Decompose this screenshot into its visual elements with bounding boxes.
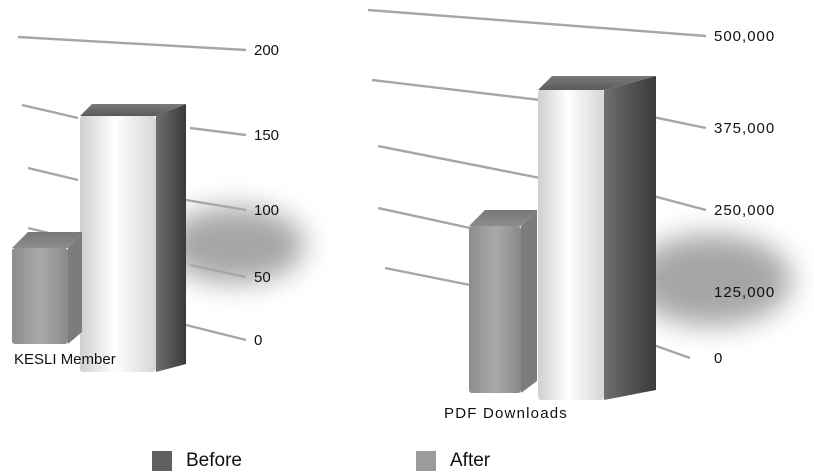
- legend-item-after: After: [416, 450, 490, 472]
- y-tick-label: 100: [254, 202, 279, 219]
- y-tick-label: 150: [254, 127, 279, 144]
- gridline-back: [22, 105, 78, 118]
- bar-side: [521, 210, 537, 393]
- legend: Before After: [0, 450, 814, 474]
- gridline-back: [372, 80, 540, 100]
- legend-swatch-before: [152, 451, 172, 471]
- gridline-back: [28, 168, 78, 180]
- bar-front: [12, 248, 68, 344]
- y-tick-label: 250,000: [714, 202, 775, 219]
- y-tick-label: 125,000: [714, 284, 775, 301]
- bar-before-kesli-member: [80, 104, 186, 372]
- y-tick-label: 500,000: [714, 28, 775, 45]
- gridline: [368, 10, 706, 36]
- bar-side: [68, 232, 82, 344]
- bar-before-pdf-downloads: [538, 76, 656, 400]
- legend-item-before: Before: [152, 450, 242, 472]
- y-tick-label: 200: [254, 42, 279, 59]
- bar-front: [538, 90, 604, 400]
- gridline: [186, 325, 246, 340]
- y-tick-label: 375,000: [714, 120, 775, 137]
- y-tick-label: 0: [254, 332, 262, 349]
- y-tick-label: 50: [254, 269, 271, 286]
- bar-side: [604, 76, 656, 400]
- bar-front: [469, 226, 521, 393]
- y-tick-label: 0: [714, 350, 723, 367]
- legend-swatch-after: [416, 451, 436, 471]
- gridline: [190, 128, 246, 135]
- bar-after-kesli-member: [12, 232, 82, 344]
- gridline-back: [385, 268, 470, 285]
- gridline-back: [378, 146, 540, 178]
- legend-label-after: After: [450, 450, 490, 472]
- legend-label-before: Before: [186, 450, 242, 472]
- bar-after-pdf-downloads: [469, 210, 537, 393]
- gridline: [18, 37, 246, 50]
- bar-side: [156, 104, 186, 372]
- category-label: KESLI Member: [14, 351, 116, 368]
- gridline-back: [378, 208, 470, 228]
- category-label: PDF Downloads: [444, 405, 568, 422]
- bar-front: [80, 116, 156, 372]
